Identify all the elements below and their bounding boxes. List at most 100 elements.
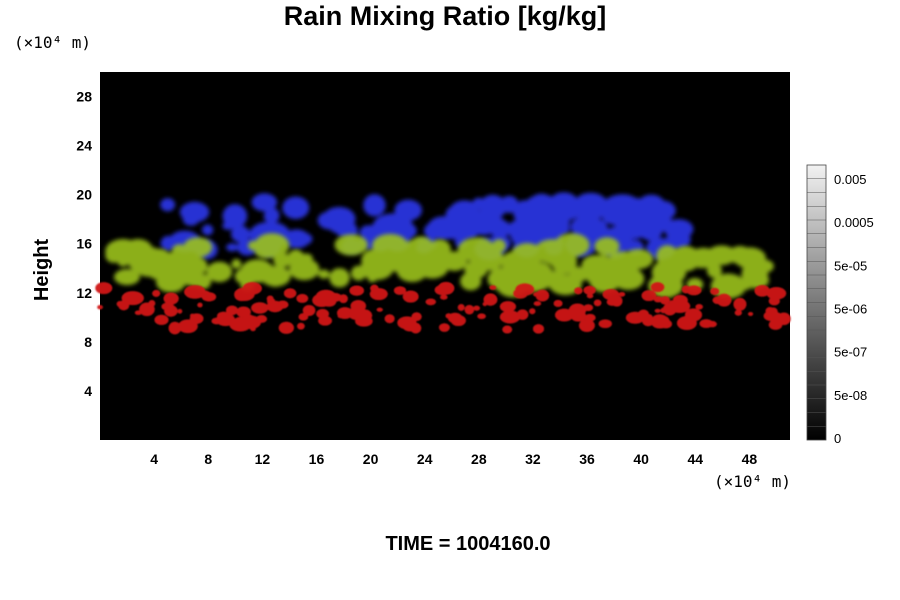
field-cell [466,210,501,236]
field-cell [647,294,653,299]
field-cell [263,210,280,223]
field-cell [105,247,123,263]
field-cell [770,290,780,297]
field-cell [222,204,248,229]
field-cell [384,314,395,324]
field-cell [431,264,446,276]
colorbar-tick-label: 5e-05 [834,258,867,273]
field-cell [712,296,724,305]
field-cell [182,213,200,226]
field-cell [95,282,113,295]
field-cell [302,304,316,317]
x-tick-label: 24 [417,451,433,467]
field-cell [713,273,742,298]
field-cell [347,306,368,321]
field-cell [533,301,542,306]
field-cell [282,196,310,220]
field-cell [195,274,212,290]
x-tick-label: 4 [150,451,158,467]
field-cell [516,309,529,320]
field-cell [425,298,437,306]
field-cell [734,309,742,316]
field-cell [367,274,377,283]
x-tick-label: 44 [688,451,704,467]
field-cell [733,297,747,311]
y-axis-ticks: 4 8 12 16 20 24 28 [76,89,92,399]
field-cell [489,285,497,290]
field-cell [298,313,309,321]
field-cell [376,307,383,312]
field-cell [457,237,496,262]
field-cell [464,304,475,315]
field-cell [321,296,337,307]
field-cell [510,225,536,247]
field-cell [183,237,213,258]
field-cell [654,308,661,313]
layer-1 [105,233,774,299]
colorbar-tick-label: 5e-07 [834,345,867,360]
field-cell [594,237,620,256]
field-cell [669,300,675,306]
field-cell [198,290,211,299]
field-cell [152,289,161,297]
field-cell [402,290,419,303]
colorbar-tick-label: 0 [834,431,841,446]
field-cell [131,292,139,299]
field-cell [457,303,465,311]
field-cell [117,258,129,267]
field-cell [768,319,783,330]
y-unit-label: (×10⁴ m) [14,33,91,52]
field-cell [393,286,407,295]
x-axis-ticks: 4 8 12 16 20 24 28 32 36 40 44 48 [150,451,757,467]
field-cell [706,263,722,278]
field-cell [226,243,239,252]
field-cell [571,199,607,221]
field-cell [123,238,154,263]
field-cell [693,257,708,269]
field-cell [266,300,284,313]
field-cell [273,253,292,268]
field-cell [197,302,203,308]
field-cell [178,319,198,334]
layer-2 [95,281,791,335]
y-tick-label: 8 [84,334,92,350]
x-tick-label: 36 [579,451,595,467]
x-tick-label: 12 [255,451,271,467]
field-cell [251,193,278,212]
field-cell [254,243,279,259]
field-cell [593,299,602,307]
field-cell [650,282,665,293]
field-cell [578,319,595,333]
field-cell [754,284,770,297]
field-cell [230,225,250,243]
field-cell [502,325,513,334]
field-cell [618,291,626,297]
x-tick-label: 40 [633,451,649,467]
colorbar-tick-label: 5e-06 [834,302,867,317]
field-cell [139,302,155,317]
field-cell [586,293,594,299]
field-cell [659,296,671,305]
field-cell [182,273,196,286]
field-cell [157,274,182,291]
field-cell [503,255,514,264]
field-cell [318,315,332,326]
field-cell [535,289,550,302]
field-cell [440,294,448,300]
field-cell [659,319,673,329]
field-cell [570,215,604,239]
time-label: TIME = 1004160.0 [385,533,550,555]
field-cell [532,324,545,334]
field-cell [460,272,482,291]
field-cell [676,316,697,331]
field-cell [706,245,737,266]
field-cell [568,266,588,283]
field-cell [283,229,310,249]
field-cell [329,268,350,288]
field-cell [450,315,466,327]
field-cell [525,262,554,288]
field-cell [666,229,691,250]
field-cell [300,253,313,263]
y-tick-label: 24 [76,138,92,154]
field-cell [662,302,677,316]
